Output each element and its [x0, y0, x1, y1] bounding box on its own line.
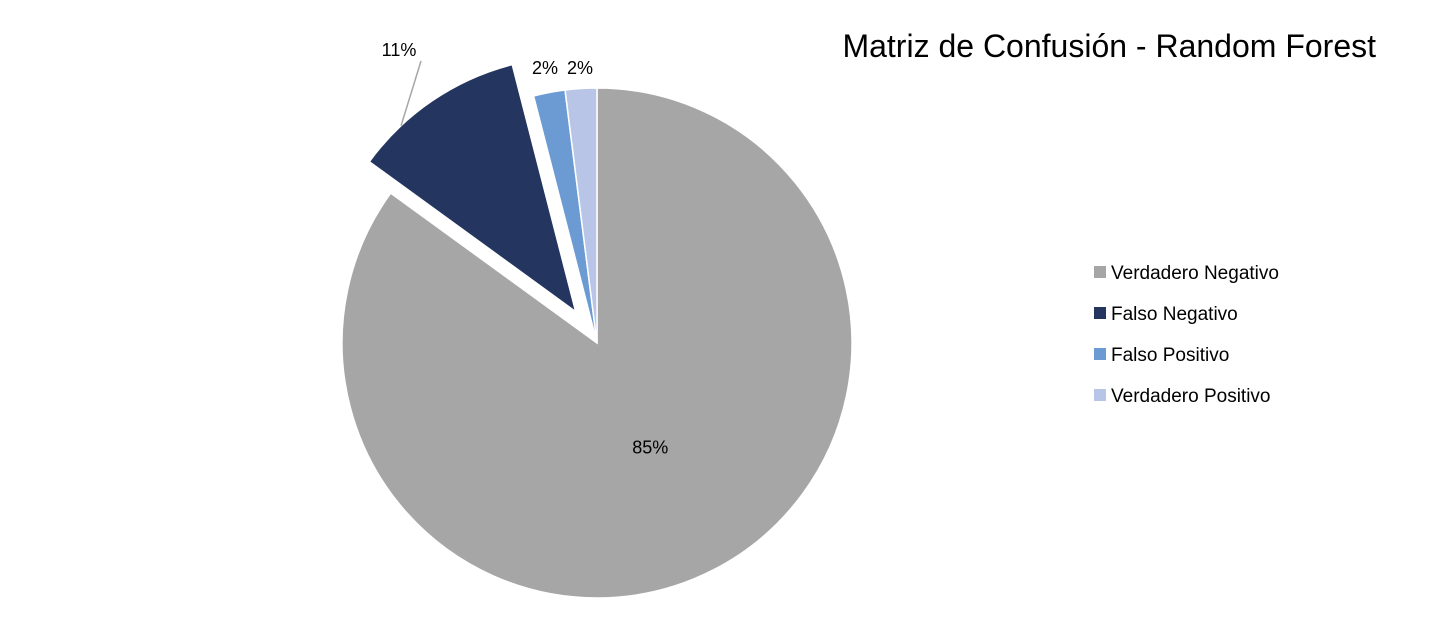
legend-label-verdadero-positivo: Verdadero Positivo	[1111, 386, 1271, 407]
data-label-verdadero-negativo: 85%	[632, 438, 668, 458]
legend-label-verdadero-negativo: Verdadero Negativo	[1111, 263, 1279, 284]
pie-slice-falso-negativo	[368, 63, 577, 314]
pie-slice-verdadero-positivo	[564, 87, 598, 344]
legend: Verdadero Negativo Falso Negativo Falso Po…	[1094, 263, 1279, 407]
pie-slices	[341, 63, 853, 599]
legend-swatch-falso-negativo	[1094, 307, 1106, 319]
legend-swatch-verdadero-negativo	[1094, 266, 1106, 278]
chart-title: Matriz de Confusión - Random Forest	[842, 28, 1376, 64]
pie-slice-verdadero-negativo	[341, 87, 853, 599]
legend-label-falso-negativo: Falso Negativo	[1111, 304, 1238, 325]
data-label-verdadero-positivo: 2%	[567, 58, 593, 78]
legend-label-falso-positivo: Falso Positivo	[1111, 345, 1229, 366]
data-label-falso-positivo: 2%	[532, 58, 558, 78]
legend-swatch-falso-positivo	[1094, 348, 1106, 360]
leader-line-falso-negativo	[400, 60, 422, 126]
data-label-falso-negativo: 11%	[382, 40, 417, 60]
data-labels: 85% 11% 2% 2%	[382, 40, 669, 458]
legend-swatch-verdadero-positivo	[1094, 389, 1106, 401]
